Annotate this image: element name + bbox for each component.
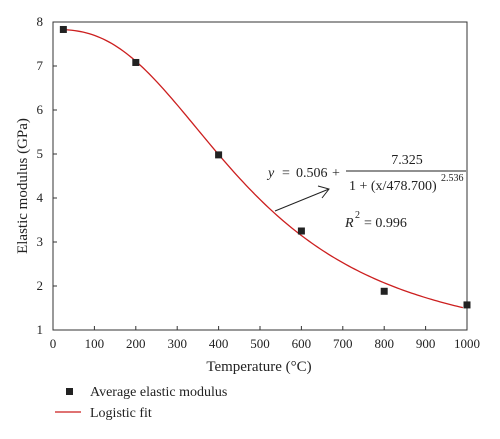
equation-equals: = bbox=[282, 166, 290, 181]
data-point bbox=[380, 287, 388, 295]
fit-layer bbox=[63, 28, 464, 309]
y-tick-label: 1 bbox=[37, 322, 44, 337]
annotation-arrow-head bbox=[317, 185, 330, 199]
r-squared-value: = 0.996 bbox=[364, 216, 407, 231]
x-tick-label: 500 bbox=[250, 336, 270, 351]
x-tick-label: 800 bbox=[374, 336, 394, 351]
data-point bbox=[463, 301, 471, 309]
r-squared-exponent: 2 bbox=[355, 210, 360, 221]
plot-border bbox=[52, 21, 468, 331]
equation-plus: + bbox=[332, 166, 340, 181]
equation-numerator: 7.325 bbox=[391, 153, 423, 168]
x-tick-label: 0 bbox=[50, 336, 57, 351]
r-squared-label: R bbox=[344, 216, 354, 231]
legend: Average elastic modulus Logistic fit bbox=[55, 385, 227, 421]
y-tick-label: 5 bbox=[37, 146, 44, 161]
legend-scatter-label: Average elastic modulus bbox=[90, 385, 227, 400]
fit-curve bbox=[63, 28, 464, 309]
x-tick-label: 900 bbox=[416, 336, 436, 351]
y-tick-label: 4 bbox=[37, 190, 44, 205]
equation-constant: 0.506 bbox=[296, 166, 328, 181]
x-tick-label: 400 bbox=[209, 336, 229, 351]
x-tick-label: 300 bbox=[167, 336, 187, 351]
y-tick-label: 7 bbox=[37, 58, 44, 73]
data-point bbox=[215, 151, 223, 159]
data-point bbox=[59, 25, 67, 33]
x-axis: 0 100 200 300 400 500 600 700 800 900 1000 bbox=[50, 326, 480, 351]
plot-area bbox=[52, 21, 468, 331]
legend-fit-label: Logistic fit bbox=[90, 406, 152, 421]
y-tick-label: 3 bbox=[37, 234, 44, 249]
y-axis: 1 2 3 4 5 6 7 8 bbox=[37, 14, 57, 337]
data-point bbox=[297, 227, 305, 235]
x-axis-title: Temperature (°C) bbox=[206, 359, 311, 375]
x-tick-label: 200 bbox=[126, 336, 146, 351]
data-point bbox=[132, 58, 140, 66]
equation-denominator: 1 + (x/478.700) bbox=[349, 179, 437, 194]
equation-exponent: 2.536 bbox=[441, 173, 464, 184]
annotation-arrow-line bbox=[274, 188, 330, 212]
y-tick-label: 2 bbox=[37, 278, 44, 293]
y-axis-title: Elastic modulus (GPa) bbox=[15, 118, 31, 254]
x-tick-label: 1000 bbox=[454, 336, 480, 351]
legend-scatter-marker bbox=[66, 388, 73, 395]
y-tick-label: 6 bbox=[37, 102, 44, 117]
x-tick-label: 700 bbox=[333, 336, 353, 351]
y-tick-label: 8 bbox=[37, 14, 44, 29]
points-layer bbox=[59, 25, 471, 309]
x-tick-label: 600 bbox=[292, 336, 312, 351]
equation-annotation: y = 0.506 + 7.325 1 + (x/478.700) 2.536 … bbox=[266, 153, 466, 231]
x-tick-label: 100 bbox=[85, 336, 105, 351]
equation-y: y bbox=[266, 166, 275, 181]
